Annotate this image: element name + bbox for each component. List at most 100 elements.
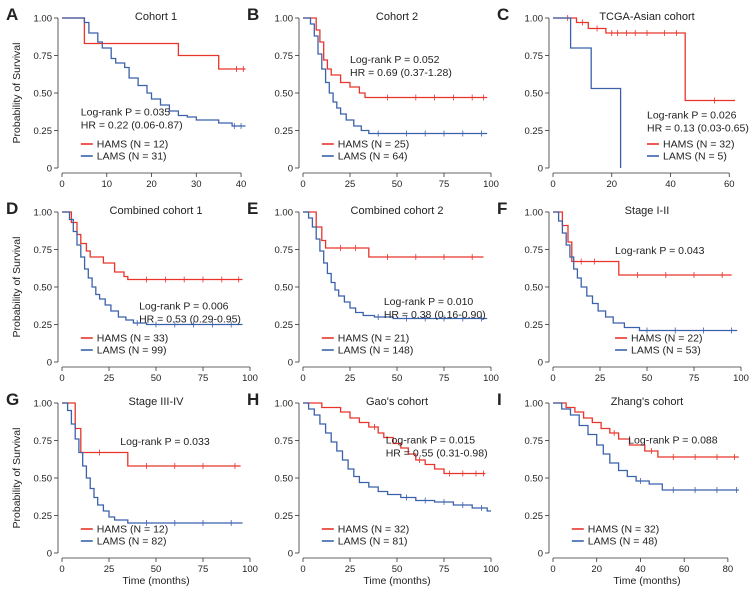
- logrank-pvalue: Log-rank P = 0.010: [384, 296, 474, 308]
- y-tick-label: 1.00: [275, 399, 294, 410]
- hazard-ratio: HR = 0.55 (0.31-0.98): [386, 448, 488, 460]
- y-axis-label: Probability of Survival: [11, 237, 23, 338]
- y-tick-label: 0.75: [525, 51, 544, 62]
- legend-label-hams: HAMS (N = 25): [338, 139, 409, 151]
- logrank-pvalue: Log-rank P = 0.052: [350, 54, 440, 66]
- x-tick-label: 50: [392, 179, 403, 190]
- legend-label-lams: LAMS (N = 5): [663, 151, 727, 163]
- y-tick-label: 0: [288, 358, 293, 369]
- x-axis-label: Time (months): [613, 575, 680, 587]
- x-tick-label: 25: [345, 564, 356, 575]
- logrank-pvalue: Log-rank P = 0.035: [81, 107, 171, 119]
- y-tick-label: 0.50: [525, 89, 544, 100]
- x-tick-label: 0: [300, 179, 305, 190]
- x-tick-label: 25: [104, 564, 115, 575]
- hazard-ratio: HR = 0.13 (0.03-0.65): [647, 123, 749, 135]
- x-tick-label: 50: [151, 373, 162, 384]
- x-tick-label: 60: [679, 564, 690, 575]
- y-tick-label: 0: [288, 164, 293, 175]
- y-tick-label: 0: [538, 358, 543, 369]
- legend-label-lams: LAMS (N = 31): [97, 151, 167, 163]
- survival-curve-lams: [553, 402, 739, 491]
- logrank-pvalue: Log-rank P = 0.006: [139, 301, 229, 313]
- x-tick-label: 100: [242, 373, 258, 384]
- legend-label-hams: HAMS (N = 33): [97, 333, 168, 345]
- x-tick-label: 0: [550, 564, 555, 575]
- y-tick-label: 0.50: [34, 474, 53, 485]
- panel-title: Cohort 2: [376, 11, 418, 23]
- panel-b: B Cohort 2 0 0.25 0.50 0.75 1.00 0 25 50 75 100 Log-…: [247, 5, 499, 190]
- x-tick-label: 75: [439, 373, 450, 384]
- x-tick-label: 30: [191, 179, 202, 190]
- y-tick-label: 1.00: [34, 208, 53, 219]
- logrank-pvalue: Log-rank P = 0.088: [628, 435, 718, 447]
- y-axis-label: Probability of Survival: [11, 43, 23, 144]
- x-tick-label: 80: [723, 564, 734, 575]
- x-tick-label: 0: [300, 564, 305, 575]
- survival-curve-hams: [62, 402, 241, 467]
- panel-title: Stage III-IV: [128, 396, 184, 408]
- y-tick-label: 0: [47, 549, 52, 560]
- survival-curve-lams: [62, 211, 243, 326]
- legend-label-hams: HAMS (N = 22): [631, 333, 702, 345]
- x-tick-label: 40: [665, 179, 676, 190]
- y-tick-label: 0: [538, 164, 543, 175]
- x-tick-label: 50: [392, 373, 403, 384]
- y-tick-label: 0.25: [34, 320, 53, 331]
- y-tick-label: 0.50: [525, 283, 544, 294]
- panel-letter: G: [6, 390, 19, 409]
- legend-label-lams: LAMS (N = 64): [338, 151, 408, 163]
- legend-label-hams: HAMS (N = 32): [338, 524, 409, 536]
- hazard-ratio: HR = 0.38 (0.16-0.90): [384, 309, 486, 321]
- survival-curve-lams: [303, 211, 488, 320]
- survival-curve-hams: [303, 402, 486, 475]
- x-tick-label: 0: [300, 373, 305, 384]
- panel-f: F Stage I-II 0 0.25 0.50 0.75 1.00 0 25 50 75 100 Lo…: [497, 199, 749, 384]
- x-tick-label: 0: [59, 179, 64, 190]
- survival-curve-hams: [62, 211, 243, 281]
- y-tick-label: 0: [538, 549, 543, 560]
- panel-title: Zhang's cohort: [611, 396, 683, 408]
- hazard-ratio: HR = 0.53 (0.29-0.95): [139, 314, 241, 326]
- panel-title: Cohort 1: [135, 11, 177, 23]
- survival-curve-hams: [553, 402, 739, 458]
- panel-letter: I: [497, 390, 502, 409]
- logrank-pvalue: Log-rank P = 0.043: [615, 245, 705, 257]
- x-tick-label: 0: [550, 373, 555, 384]
- x-tick-label: 40: [635, 564, 646, 575]
- logrank-pvalue: Log-rank P = 0.033: [120, 436, 210, 448]
- x-tick-label: 0: [550, 179, 555, 190]
- x-tick-label: 40: [236, 179, 247, 190]
- x-tick-label: 50: [151, 564, 162, 575]
- y-tick-label: 1.00: [275, 14, 294, 25]
- legend-label-hams: HAMS (N = 32): [588, 524, 659, 536]
- y-tick-label: 0.75: [275, 51, 294, 62]
- y-tick-label: 0.50: [34, 89, 53, 100]
- x-tick-label: 100: [242, 564, 258, 575]
- legend-label-hams: HAMS (N = 32): [663, 139, 734, 151]
- y-tick-label: 0.50: [275, 89, 294, 100]
- x-tick-label: 100: [733, 373, 749, 384]
- x-tick-label: 75: [439, 179, 450, 190]
- x-tick-label: 20: [146, 179, 157, 190]
- x-tick-label: 25: [595, 373, 606, 384]
- x-tick-label: 100: [483, 564, 499, 575]
- panel-title: Combined cohort 2: [351, 205, 444, 217]
- legend-label-lams: LAMS (N = 82): [97, 536, 167, 548]
- x-tick-label: 0: [59, 373, 64, 384]
- y-tick-label: 0.25: [525, 320, 544, 331]
- panel-h: H Gao's cohort 0 0.25 0.50 0.75 1.00 0 25 50 75 100…: [247, 390, 499, 587]
- y-tick-label: 0.25: [525, 126, 544, 137]
- x-tick-label: 75: [198, 373, 209, 384]
- x-tick-label: 100: [483, 373, 499, 384]
- y-tick-label: 1.00: [525, 208, 544, 219]
- x-tick-label: 75: [439, 564, 450, 575]
- y-tick-label: 0.75: [275, 245, 294, 256]
- panel-title: TCGA-Asian cohort: [599, 11, 694, 23]
- x-tick-label: 100: [483, 179, 499, 190]
- survival-curve-hams: [303, 17, 488, 99]
- x-tick-label: 0: [59, 564, 64, 575]
- panel-letter: B: [247, 5, 259, 24]
- legend-label-hams: HAMS (N = 12): [97, 139, 168, 151]
